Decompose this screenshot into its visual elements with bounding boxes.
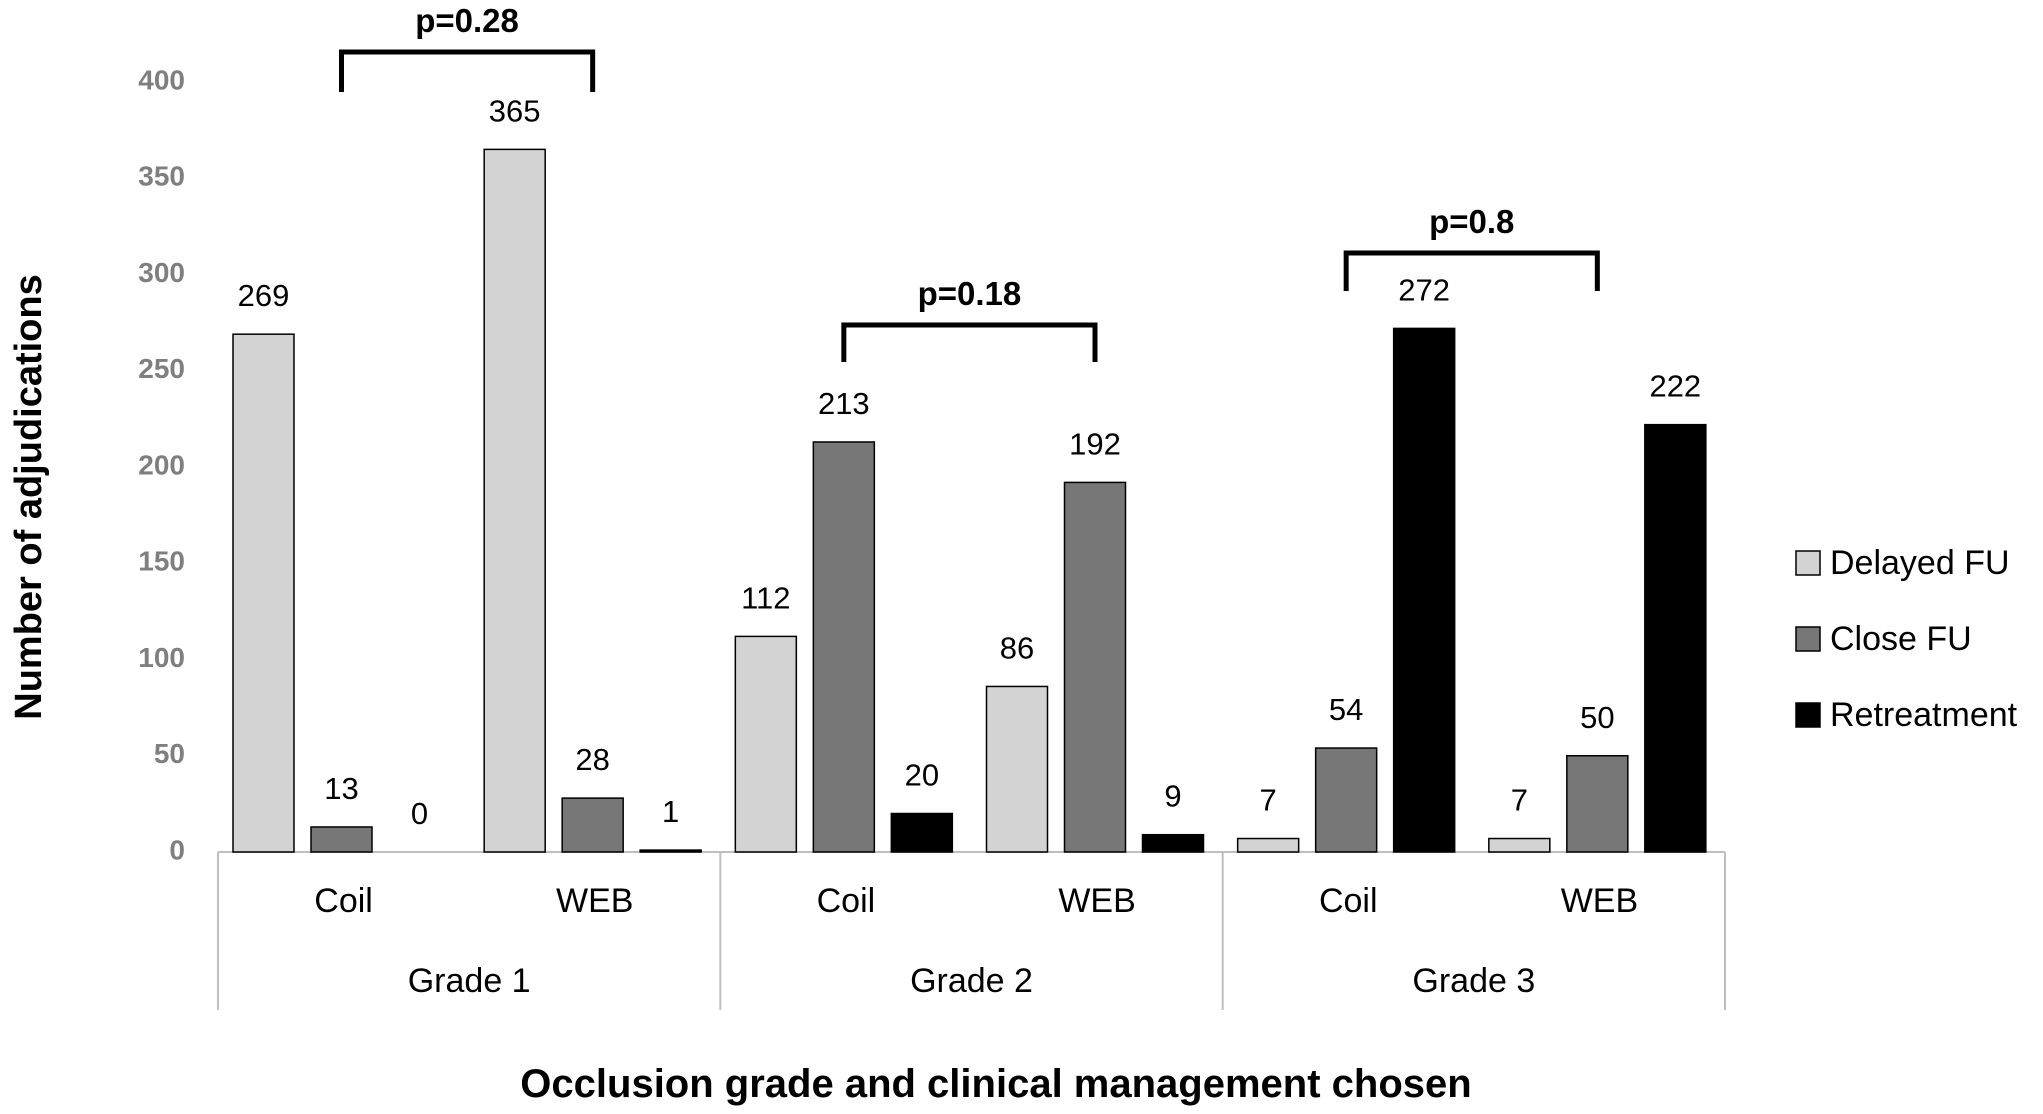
data-label: 28	[575, 742, 609, 777]
data-label: 20	[905, 758, 939, 793]
data-label: 13	[324, 771, 358, 806]
group-label: Grade 3	[1412, 962, 1535, 1000]
p-value-label: p=0.28	[415, 2, 519, 39]
data-label: 50	[1580, 700, 1614, 735]
bar	[890, 812, 954, 853]
data-label: 272	[1398, 272, 1450, 307]
data-label: 9	[1164, 779, 1181, 814]
bar	[1236, 837, 1300, 853]
annotations-layer: p=0.28 p=0.18 p=0.8	[339, 2, 1600, 362]
data-label: 1	[662, 794, 679, 829]
bar	[561, 797, 624, 853]
y-tick-label: 200	[138, 449, 185, 480]
bar	[985, 685, 1049, 853]
category-label: Coil	[314, 882, 373, 920]
bar	[310, 826, 373, 853]
significance-bracket	[1343, 250, 1600, 291]
category-label: WEB	[1058, 882, 1135, 920]
bar	[1314, 747, 1378, 853]
legend-swatch	[1795, 626, 1821, 652]
data-labels-layer: 269 365 112 86 7 7 13 28 213 192 54 50 0 1 20 9 272 222	[238, 93, 1702, 831]
bar	[483, 148, 546, 853]
y-tick-label: 150	[138, 546, 185, 577]
y-tick-label: 50	[154, 738, 185, 769]
legend-label: Retreatment	[1830, 696, 2018, 734]
bars-layer	[232, 148, 1707, 853]
bar	[734, 635, 798, 853]
category-label: WEB	[1561, 882, 1638, 920]
legend-label: Close FU	[1830, 620, 1972, 658]
y-tick-label: 0	[169, 834, 185, 865]
y-tick-label: 400	[138, 64, 185, 95]
x-axis-title: Occlusion grade and clinical management …	[520, 1062, 1471, 1106]
p-value-label: p=0.18	[918, 275, 1022, 312]
data-label: 7	[1511, 783, 1528, 818]
bar	[1392, 327, 1456, 853]
bar	[812, 441, 876, 853]
legend: Delayed FU Close FU Retreatment	[1795, 544, 2018, 734]
y-tick-label: 100	[138, 642, 185, 673]
y-tick-label: 350	[138, 161, 185, 192]
data-label: 365	[489, 93, 541, 128]
data-label: 222	[1649, 369, 1701, 404]
significance-bracket	[339, 49, 596, 92]
p-value-label: p=0.8	[1429, 203, 1514, 240]
data-label: 0	[411, 796, 428, 831]
category-label: Coil	[1319, 882, 1378, 920]
data-label: 86	[1000, 630, 1034, 665]
data-label: 192	[1069, 426, 1121, 461]
data-label: 213	[818, 386, 870, 421]
legend-label: Delayed FU	[1830, 544, 2010, 582]
category-label: Coil	[817, 882, 876, 920]
bar	[639, 849, 702, 853]
y-tick-label: 300	[138, 257, 185, 288]
data-label: 54	[1329, 692, 1363, 727]
category-label: WEB	[556, 882, 633, 920]
bar	[1488, 837, 1551, 853]
group-label: Grade 2	[910, 962, 1033, 1000]
bar	[1644, 423, 1707, 853]
bar	[1141, 833, 1205, 853]
significance-bracket	[841, 322, 1098, 362]
bar	[1063, 481, 1127, 853]
data-label: 269	[238, 278, 290, 313]
legend-swatch	[1795, 702, 1821, 728]
data-label: 7	[1260, 783, 1277, 818]
y-axis-title: Number of adjudications	[8, 274, 50, 719]
data-label: 112	[741, 580, 790, 615]
bar	[1566, 755, 1629, 853]
group-label: Grade 1	[408, 962, 531, 1000]
y-tick-label: 250	[138, 353, 185, 384]
bar	[232, 333, 295, 853]
legend-swatch	[1795, 550, 1821, 576]
